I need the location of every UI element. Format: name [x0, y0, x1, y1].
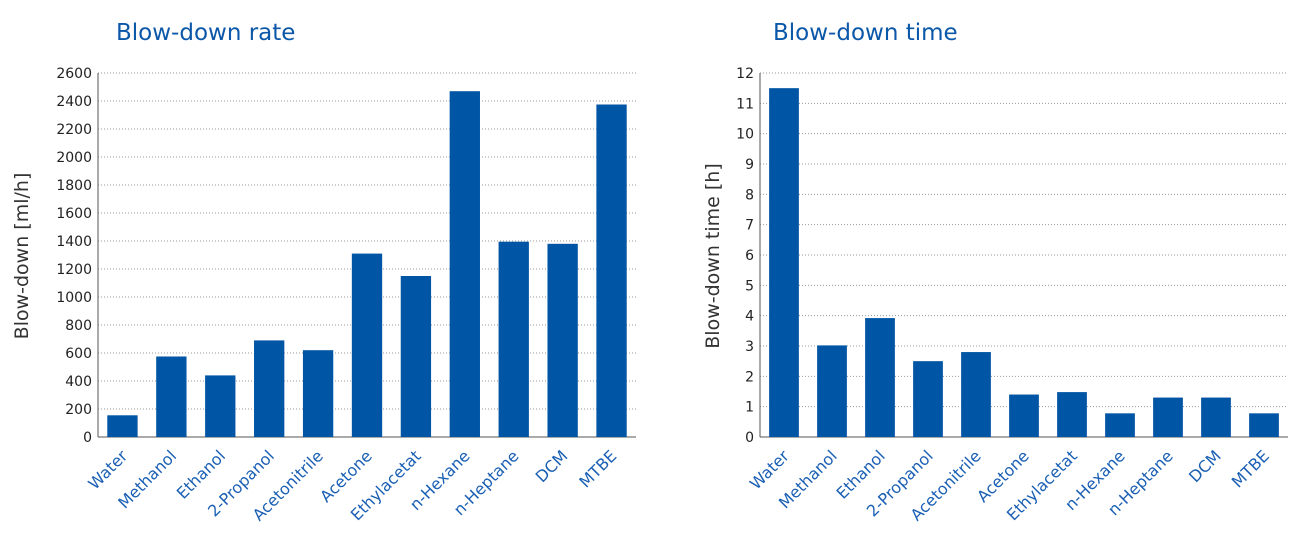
y-tick-label: 1600	[56, 206, 92, 222]
y-tick-label: 1000	[56, 290, 92, 306]
bar	[254, 340, 285, 437]
x-tick-label: DCM	[532, 446, 572, 486]
y-tick-label: 2000	[56, 150, 92, 166]
y-tick-label: 3	[745, 339, 754, 355]
y-tick-label: 2400	[56, 94, 92, 110]
y-tick-label: 6	[745, 248, 754, 264]
blow-down-rate-chart: Blow-down rate Blow-down [ml/h] 0 200 400 6…	[11, 20, 636, 525]
y-tick-label: 8	[745, 187, 754, 203]
plot-area: 0123456789101112WaterMethanolEthanol2-Pr…	[736, 66, 1288, 525]
x-tick-label: Water	[746, 446, 793, 493]
y-tick-label: 9	[745, 157, 754, 173]
bar	[596, 104, 627, 437]
bar	[205, 375, 236, 437]
bar	[1153, 397, 1183, 437]
bar	[913, 361, 943, 437]
bar	[449, 91, 480, 437]
bar	[107, 415, 138, 437]
y-tick-label: 1400	[56, 234, 92, 250]
y-tick-label: 12	[736, 66, 754, 82]
bar	[1201, 397, 1231, 437]
bar	[1105, 413, 1135, 437]
y-axis-title: Blow-down time [h]	[702, 163, 724, 348]
y-tick-label: 200	[65, 402, 92, 418]
bar	[547, 243, 578, 437]
y-tick-label: 1200	[56, 262, 92, 278]
bar	[400, 276, 432, 437]
y-tick-label: 800	[65, 318, 92, 334]
bar	[769, 88, 799, 438]
y-tick-label: 1800	[56, 178, 92, 194]
y-tick-label: 4	[745, 309, 754, 325]
bar	[156, 356, 187, 437]
y-tick-label: 11	[736, 96, 754, 112]
y-tick-label: 600	[65, 346, 92, 362]
y-axis-title: Blow-down [ml/h]	[11, 173, 33, 340]
y-tick-label: 5	[745, 278, 754, 294]
plot-area: 0 200 400 600 800 1000 1200 1400 1600 1800 2000 220…	[56, 66, 636, 525]
x-tick-label: MTBE	[1228, 446, 1273, 491]
chart-title: Blow-down time	[773, 20, 958, 46]
bar	[498, 241, 529, 437]
x-tick-label: MTBE	[575, 446, 620, 491]
chart-title: Blow-down rate	[116, 20, 295, 46]
blow-down-time-chart: Blow-down time Blow-down time [h] 012345…	[702, 20, 1288, 525]
y-tick-label: 400	[65, 374, 92, 390]
y-tick-label: 1	[745, 400, 754, 416]
y-tick-label: 2600	[56, 66, 92, 82]
bar	[1057, 392, 1087, 437]
bar	[351, 253, 383, 437]
bar	[865, 318, 895, 437]
y-tick-label: 10	[736, 127, 754, 143]
bar	[817, 345, 847, 437]
bar	[961, 352, 991, 437]
bar	[1249, 413, 1279, 437]
y-tick-label: 2200	[56, 122, 92, 138]
bar	[302, 350, 334, 437]
y-tick-label: 7	[745, 218, 754, 234]
y-tick-label: 0	[745, 430, 754, 446]
y-tick-label: 0	[83, 430, 92, 446]
x-tick-label: DCM	[1185, 446, 1225, 486]
x-tick-label: Water	[84, 446, 131, 493]
bar	[1009, 394, 1039, 437]
y-tick-label: 2	[745, 369, 754, 385]
